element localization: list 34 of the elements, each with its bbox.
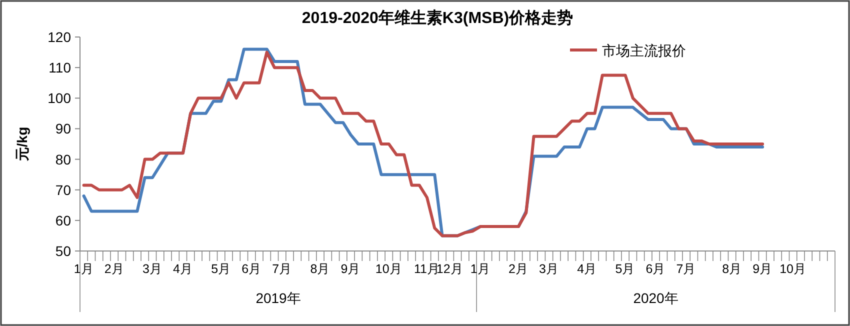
x-tick-label: 5月 bbox=[211, 262, 232, 276]
x-tick-label: 4月 bbox=[172, 262, 193, 276]
x-tick-label: 5月 bbox=[615, 262, 636, 276]
x-tick-label: 9月 bbox=[752, 262, 773, 276]
legend-item: 市场主流报价 bbox=[570, 42, 686, 58]
x-tick-label: 8月 bbox=[310, 262, 330, 276]
y-axis-title: 元/kg bbox=[14, 126, 30, 162]
x-tick-label: 3月 bbox=[539, 262, 559, 276]
x-tick-label: 1月 bbox=[74, 262, 94, 276]
y-tick-label: 100 bbox=[48, 90, 72, 106]
x-tick-label: 1月 bbox=[470, 262, 490, 276]
y-tick-label: 50 bbox=[55, 243, 72, 259]
x-tick-label: 2月 bbox=[508, 262, 528, 276]
y-tick-label: 90 bbox=[55, 120, 72, 137]
x-tick-label: 2月 bbox=[104, 262, 124, 276]
text: 2019年 bbox=[256, 290, 301, 306]
x-tick-label: 7月 bbox=[272, 262, 292, 276]
y-tick-label: 70 bbox=[55, 182, 72, 198]
x-tick-label: 10月 bbox=[375, 262, 402, 276]
x-tick-label: 9月 bbox=[340, 262, 361, 276]
x-tick-label: 4月 bbox=[577, 262, 598, 276]
x-tick-label: 3月 bbox=[142, 262, 162, 276]
y-tick-label: 60 bbox=[55, 212, 72, 228]
x-tick-label: 8月 bbox=[722, 262, 742, 276]
x-tick-label: 6月 bbox=[646, 262, 666, 276]
x-tick-label: 7月 bbox=[676, 262, 696, 276]
y-tick-label: 80 bbox=[55, 151, 72, 168]
y-tick-label: 110 bbox=[48, 60, 72, 76]
legend-label: 市场主流报价 bbox=[602, 42, 686, 58]
x-tick-label: 6月 bbox=[242, 262, 262, 276]
x-tick-label: 10月 bbox=[780, 262, 807, 276]
chart-title: 2019-2020年维生素K3(MSB)价格走势 bbox=[302, 9, 574, 27]
y-tick-label: 120 bbox=[48, 29, 72, 45]
text: 2020年 bbox=[633, 290, 678, 306]
